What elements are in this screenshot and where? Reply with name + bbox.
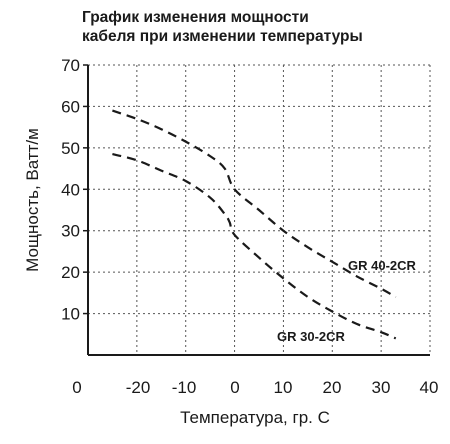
axes [83,64,430,356]
series-label-gr-30-2cr: GR 30-2CR [277,329,346,344]
y-tick-label: 40 [61,180,80,199]
y-tick-label: 30 [61,222,80,241]
y-tick-label: 60 [61,97,80,116]
x-tick-label: 0 [230,378,239,397]
series-line-gr-40-2cr [112,109,397,298]
series-labels: GR 40-2CR GR 30-2CR [277,258,417,344]
y-axis-label: Мощность, Ватт/м [23,128,42,272]
x-tick-label: 30 [372,378,391,397]
y-tick-labels: 10 20 30 40 50 60 70 [61,56,80,324]
y-tick-label: 70 [61,56,80,75]
grid [88,64,431,355]
y-tick-label: 50 [61,139,80,158]
x-tick-label: 0 [72,378,81,397]
chart-title: График изменения мощности кабеля при изм… [82,8,442,46]
x-tick-label: 20 [323,378,342,397]
y-tick-label: 10 [61,305,80,324]
x-tick-label: -10 [172,378,197,397]
y-tick-label: 20 [61,263,80,282]
x-axis-label: Температура, гр. С [180,408,330,427]
x-tick-label: 40 [420,378,439,397]
x-tick-labels: 0 -20 -10 0 10 20 30 40 [72,378,438,397]
series-lines [112,109,397,340]
x-tick-label: 10 [274,378,293,397]
chart-title-line-2: кабеля при изменении температуры [82,28,363,45]
series-line-gr-30-2cr [112,153,397,340]
x-tick-label: -20 [126,378,151,397]
chart-title-line-1: График изменения мощности [82,9,309,26]
series-label-gr-40-2cr: GR 40-2CR [348,258,417,273]
